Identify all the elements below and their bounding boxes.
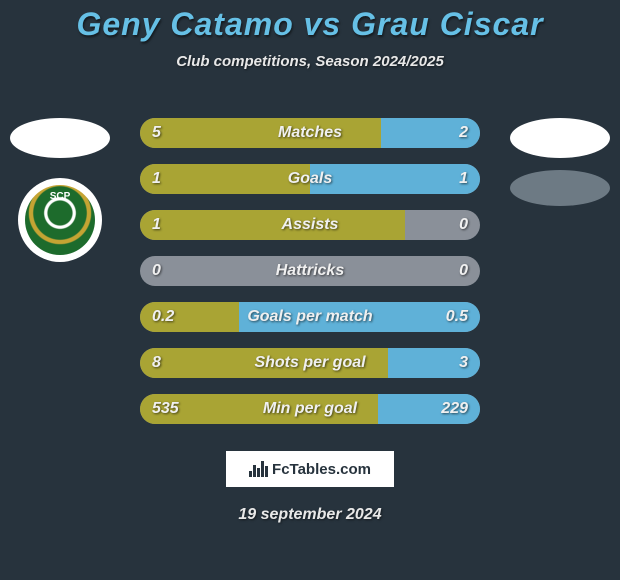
stat-value-right: 0 (459, 216, 468, 234)
branding-text: FcTables.com (272, 461, 371, 478)
stat-bar-left (140, 210, 405, 240)
stat-bar-left (140, 348, 388, 378)
stat-row: 11Goals (140, 164, 480, 194)
stat-row: 10Assists (140, 210, 480, 240)
club-right-badge (510, 170, 610, 206)
stat-value-left: 535 (152, 400, 179, 418)
stats-list: 52Matches11Goals10Assists00Hattricks0.20… (140, 118, 480, 440)
stat-bar-left (140, 164, 310, 194)
branding-badge[interactable]: FcTables.com (225, 450, 395, 488)
club-left-badge: SCP (18, 178, 102, 262)
stat-value-right: 3 (459, 354, 468, 372)
page-title: Geny Catamo vs Grau Ciscar (0, 0, 620, 43)
stat-value-left: 0.2 (152, 308, 174, 326)
stat-row: 0.20.5Goals per match (140, 302, 480, 332)
stat-bar-left (140, 118, 381, 148)
stat-value-left: 1 (152, 216, 161, 234)
stat-row: 52Matches (140, 118, 480, 148)
stat-value-left: 1 (152, 170, 161, 188)
stat-row: 535229Min per goal (140, 394, 480, 424)
stat-bar-right (239, 302, 480, 332)
stat-value-left: 5 (152, 124, 161, 142)
stat-value-right: 2 (459, 124, 468, 142)
stat-value-right: 1 (459, 170, 468, 188)
stat-row: 83Shots per goal (140, 348, 480, 378)
stat-value-left: 0 (152, 262, 161, 280)
subtitle: Club competitions, Season 2024/2025 (0, 53, 620, 70)
stat-value-right: 0.5 (446, 308, 468, 326)
club-left-code: SCP (50, 191, 71, 202)
stat-value-left: 8 (152, 354, 161, 372)
scp-logo-icon: SCP (25, 185, 95, 255)
player-right-avatar (510, 118, 610, 158)
stat-bar-right (310, 164, 480, 194)
fctables-chart-icon (249, 461, 268, 477)
stat-label: Hattricks (140, 262, 480, 280)
stat-value-right: 0 (459, 262, 468, 280)
stat-value-right: 229 (441, 400, 468, 418)
stat-row: 0 0Hattricks (140, 256, 480, 286)
player-left-avatar (10, 118, 110, 158)
date-label: 19 september 2024 (0, 506, 620, 524)
